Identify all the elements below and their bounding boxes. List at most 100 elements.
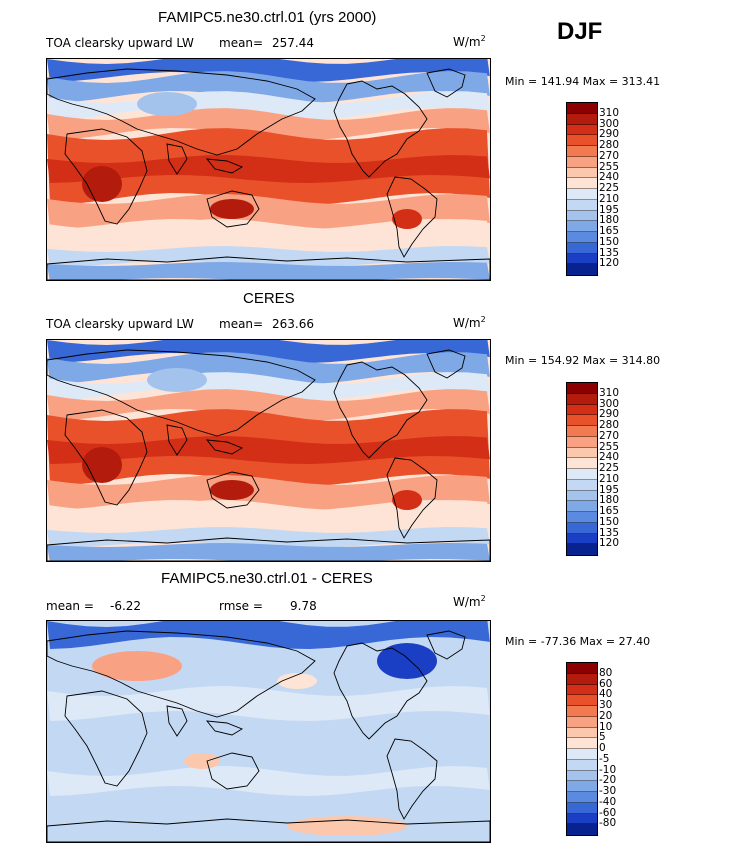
midlat-band-south: [47, 500, 490, 535]
africa-hot: [82, 447, 122, 483]
antarctic-band: [47, 262, 490, 280]
colorbar-tick-label: -10: [599, 763, 617, 776]
coastline-segment: [64, 690, 148, 787]
coastline-segment: [166, 424, 188, 456]
colorbar-tick-label: 210: [599, 472, 620, 485]
colorbar-swatch: [567, 673, 597, 685]
coastline-segment: [47, 256, 490, 280]
southamerica-hot: [392, 490, 422, 510]
coastline: [47, 349, 490, 561]
colorbar-swatch: [567, 749, 597, 760]
colorbar-tick-label: 60: [599, 677, 613, 690]
season-label: DJF: [557, 18, 603, 45]
subantarctic-band: [47, 527, 490, 548]
colorbar-tick-label: 150: [599, 235, 620, 248]
colorbar-tick-label: 40: [599, 688, 613, 701]
colorbar-swatch: [567, 706, 597, 717]
colorbar-tick-label: -60: [599, 806, 617, 819]
panel-1-map: [46, 58, 491, 281]
coastline: [47, 68, 490, 280]
colorbar-swatch: [567, 802, 597, 814]
coastline-segment: [426, 68, 466, 98]
panel-2-map: [46, 339, 491, 562]
panel-3-rmse-label: rmse =: [219, 599, 263, 613]
colorbar-swatch: [567, 770, 597, 782]
panel-3-title: FAMIPC5.ne30.ctrl.01 - CERES: [161, 570, 373, 587]
colorbar-tick-label: 180: [599, 214, 620, 227]
colorbar-swatch: [567, 242, 597, 254]
coastline-segment: [205, 158, 244, 174]
colorbar-tick-label: 300: [599, 117, 620, 130]
colorbar-swatch: [567, 103, 597, 114]
colorbar-tick-label: 225: [599, 182, 620, 194]
diff-tropic-band: [47, 686, 490, 721]
panel-1-variable: TOA clearsky upward LW: [46, 36, 194, 50]
colorbar-tick-label: 180: [599, 494, 620, 507]
colorbar-tick-label: 10: [599, 720, 613, 733]
colorbar-swatch: [567, 221, 597, 232]
warm-band-north: [47, 108, 490, 140]
colorbar-tick-label: 135: [599, 526, 620, 539]
diff-cold-region: [377, 643, 437, 679]
colorbar-swatch: [567, 393, 597, 405]
colorbar-tick-label: 135: [599, 246, 620, 259]
colorbar-swatch: [567, 426, 597, 437]
colorbar-swatch: [567, 792, 597, 803]
coastline-segment: [333, 642, 428, 740]
colorbar-swatch: [567, 135, 597, 146]
coastline-segment: [205, 720, 244, 736]
colorbar-tick-label: 255: [599, 160, 620, 173]
colorbar-swatch: [567, 404, 597, 416]
colorbar-tick-label: 240: [599, 451, 620, 464]
coastline-segment: [206, 752, 260, 790]
colorbar-swatch: [567, 512, 597, 523]
africa-hot: [82, 166, 122, 202]
panel-2-contour-field: [47, 340, 490, 561]
colorbar-tick-label: 195: [599, 203, 620, 216]
panel-1-units: W/m2: [453, 34, 486, 49]
colorbar-tick-label: 210: [599, 192, 620, 205]
panel-3-units: W/m2: [453, 594, 486, 609]
coastline-segment: [386, 457, 438, 539]
arctic-band: [47, 59, 490, 82]
panel-2-minmax: Min = 154.92 Max = 314.80: [505, 354, 661, 367]
coastline-segment: [426, 630, 466, 660]
colorbar-swatch: [567, 716, 597, 728]
colorbar-tick-label: 300: [599, 397, 620, 410]
colorbar-tick-label: 5: [599, 731, 606, 744]
colorbar-swatch: [567, 490, 597, 502]
panel-1-mean-label: mean=: [219, 36, 264, 50]
colorbar-swatch: [567, 113, 597, 125]
colorbar-tick-label: -30: [599, 785, 617, 797]
panel-2-units: W/m2: [453, 315, 486, 330]
colorbar-swatch: [567, 544, 597, 555]
colorbar-swatch: [567, 813, 597, 825]
panel-1-title: FAMIPC5.ne30.ctrl.01 (yrs 2000): [158, 9, 377, 26]
panel-2-variable: TOA clearsky upward LW: [46, 317, 194, 331]
colorbar-tick-label: 310: [599, 106, 620, 119]
panel-2-mean-label: mean=: [219, 317, 264, 331]
equatorial-core: [47, 436, 490, 464]
panel-1-colorbar: [566, 102, 598, 276]
panel-3-mean-label: mean =: [46, 599, 94, 613]
colorbar-tick-label: 120: [599, 257, 620, 270]
australia-hot: [210, 199, 254, 219]
colorbar-swatch: [567, 458, 597, 469]
arctic-band: [47, 340, 490, 363]
colorbar-swatch: [567, 663, 597, 674]
coastline-segment: [205, 439, 244, 455]
colorbar-swatch: [567, 501, 597, 512]
diff-warm-spot: [184, 753, 220, 769]
colorbar-tick-label: 310: [599, 386, 620, 399]
subarctic-band: [47, 71, 490, 103]
panel-1-mean-value: 257.44: [272, 36, 314, 50]
panel-3-contour-field: [47, 621, 490, 842]
coastline-segment: [206, 471, 260, 509]
coastline-segment: [426, 349, 466, 379]
colorbar-tick-label: -40: [599, 795, 617, 808]
colorbar-swatch: [567, 469, 597, 480]
panel-3-rmse-value: 9.78: [290, 599, 317, 613]
colorbar-swatch: [567, 232, 597, 243]
colorbar-tick-label: 290: [599, 408, 620, 421]
subantarctic-band: [47, 246, 490, 267]
